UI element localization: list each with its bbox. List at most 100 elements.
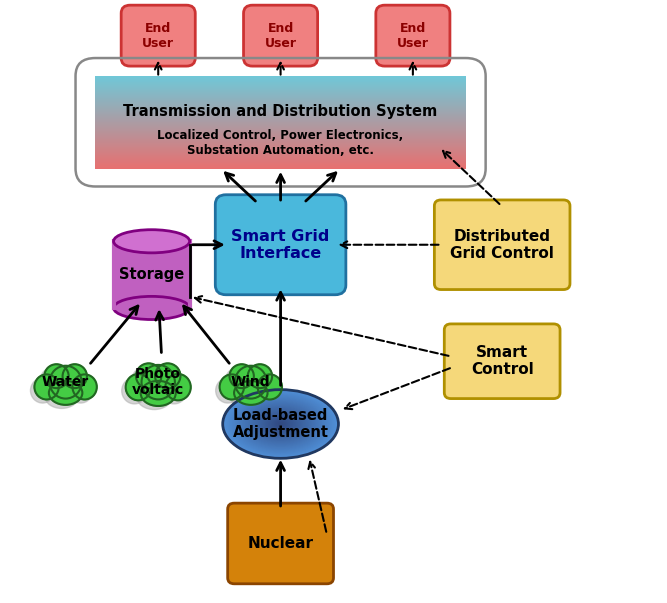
Text: Distributed
Grid Control: Distributed Grid Control [450, 229, 554, 261]
Ellipse shape [161, 377, 187, 404]
Text: End
User: End User [142, 22, 174, 49]
Ellipse shape [244, 403, 317, 446]
Ellipse shape [219, 374, 244, 399]
Ellipse shape [223, 390, 338, 458]
Ellipse shape [272, 419, 289, 429]
Ellipse shape [31, 378, 55, 403]
FancyBboxPatch shape [243, 5, 317, 66]
Ellipse shape [113, 230, 189, 253]
Ellipse shape [249, 405, 312, 443]
Ellipse shape [270, 418, 291, 430]
Ellipse shape [235, 366, 267, 399]
Ellipse shape [227, 392, 334, 456]
Text: End
User: End User [265, 22, 297, 49]
Ellipse shape [141, 381, 175, 406]
Ellipse shape [44, 364, 69, 388]
Ellipse shape [63, 364, 87, 388]
Ellipse shape [256, 409, 305, 438]
Ellipse shape [246, 403, 315, 444]
Ellipse shape [113, 297, 189, 320]
Text: End
User: End User [397, 22, 429, 49]
Ellipse shape [279, 423, 282, 425]
Bar [113, 241, 189, 308]
Ellipse shape [45, 369, 77, 402]
FancyBboxPatch shape [121, 5, 195, 66]
Text: Transmission and Distribution System: Transmission and Distribution System [123, 104, 438, 119]
Ellipse shape [277, 422, 283, 426]
Ellipse shape [241, 401, 319, 447]
Ellipse shape [266, 415, 295, 432]
FancyBboxPatch shape [227, 503, 334, 584]
Ellipse shape [229, 364, 254, 388]
Ellipse shape [239, 399, 323, 449]
Ellipse shape [235, 397, 325, 450]
Ellipse shape [247, 404, 314, 444]
Ellipse shape [257, 374, 282, 399]
Text: Photo
voltaic: Photo voltaic [132, 367, 184, 397]
FancyBboxPatch shape [215, 195, 346, 295]
Text: Wind: Wind [231, 375, 271, 389]
Ellipse shape [225, 391, 336, 456]
Ellipse shape [244, 368, 268, 392]
Ellipse shape [233, 396, 328, 452]
Ellipse shape [230, 385, 263, 408]
Ellipse shape [234, 397, 327, 452]
Ellipse shape [257, 410, 303, 438]
Text: Localized Control, Power Electronics,
Substation Automation, etc.: Localized Control, Power Electronics, Su… [157, 128, 404, 157]
Text: Water: Water [42, 375, 89, 389]
Ellipse shape [49, 381, 82, 405]
Ellipse shape [253, 408, 308, 440]
Ellipse shape [231, 369, 263, 402]
Ellipse shape [73, 374, 97, 399]
Ellipse shape [273, 420, 288, 428]
Ellipse shape [261, 413, 299, 435]
Ellipse shape [125, 374, 151, 400]
Ellipse shape [165, 374, 191, 400]
Ellipse shape [276, 421, 285, 426]
FancyBboxPatch shape [444, 324, 560, 399]
Ellipse shape [229, 393, 333, 455]
Ellipse shape [265, 414, 297, 434]
Ellipse shape [230, 394, 331, 454]
Ellipse shape [247, 364, 272, 388]
Ellipse shape [240, 400, 321, 448]
Ellipse shape [259, 411, 302, 437]
Ellipse shape [234, 381, 267, 405]
Text: Smart Grid
Interface: Smart Grid Interface [231, 229, 329, 261]
Ellipse shape [49, 366, 81, 399]
Ellipse shape [275, 420, 286, 428]
Ellipse shape [250, 406, 311, 442]
Ellipse shape [155, 364, 181, 388]
Ellipse shape [267, 416, 293, 432]
Ellipse shape [141, 365, 175, 399]
Ellipse shape [224, 391, 337, 458]
Ellipse shape [260, 412, 301, 436]
Ellipse shape [69, 378, 93, 403]
Ellipse shape [237, 398, 324, 450]
Ellipse shape [137, 385, 171, 409]
Text: Load-based
Adjustment: Load-based Adjustment [233, 408, 329, 440]
Ellipse shape [151, 367, 177, 392]
Ellipse shape [137, 368, 171, 403]
Ellipse shape [251, 407, 309, 441]
Ellipse shape [225, 368, 250, 392]
Ellipse shape [231, 395, 329, 453]
Ellipse shape [253, 378, 278, 403]
Ellipse shape [45, 385, 79, 408]
Text: Storage: Storage [119, 267, 184, 282]
Ellipse shape [215, 378, 240, 403]
FancyBboxPatch shape [376, 5, 450, 66]
Ellipse shape [243, 402, 318, 446]
Text: Nuclear: Nuclear [247, 536, 313, 551]
Ellipse shape [40, 368, 65, 392]
Ellipse shape [269, 417, 292, 431]
Text: Smart
Control: Smart Control [471, 345, 534, 377]
Ellipse shape [132, 367, 157, 392]
FancyBboxPatch shape [434, 200, 570, 289]
Ellipse shape [255, 408, 307, 440]
Ellipse shape [263, 414, 298, 434]
Ellipse shape [35, 374, 59, 399]
Ellipse shape [59, 368, 83, 392]
Ellipse shape [136, 364, 161, 388]
Ellipse shape [121, 377, 147, 404]
